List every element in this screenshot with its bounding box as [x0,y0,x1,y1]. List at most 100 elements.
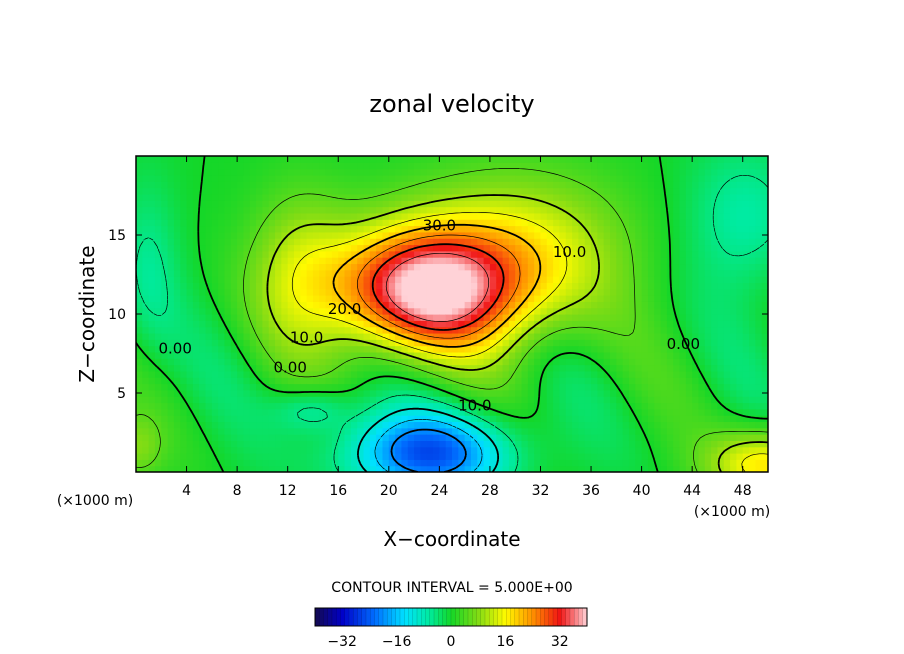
heatmap-cell [344,389,352,397]
heatmap-cell [224,358,232,366]
heatmap-cell [736,295,744,302]
heatmap-cell [319,326,327,334]
heatmap-cell [559,440,567,448]
heatmap-cell [243,320,251,328]
heatmap-cell [300,244,308,252]
heatmap-cell [692,345,700,353]
heatmap-cell [401,408,409,416]
heatmap-cell [723,383,731,391]
heatmap-cell [546,453,554,460]
heatmap-cell [647,257,655,265]
heatmap-cell [464,364,472,372]
heatmap-cell [319,396,327,404]
heatmap-cell [508,421,516,429]
heatmap-cell [578,402,586,410]
heatmap-cell [186,174,194,182]
heatmap-cell [218,238,226,246]
heatmap-cell [369,244,377,252]
heatmap-cell [325,244,333,252]
heatmap-cell [256,465,263,472]
heatmap-cell [641,257,649,265]
heatmap-cell [698,257,706,265]
heatmap-cell [515,181,523,189]
heatmap-cell [237,219,245,227]
heatmap-cell [414,269,421,277]
heatmap-cell [262,459,270,467]
heatmap-cell [426,200,434,208]
heatmap-cell [635,427,643,435]
heatmap-cell [685,282,693,290]
heatmap-cell [319,314,327,321]
heatmap-cell [344,408,352,416]
heatmap-cell [666,358,674,366]
heatmap-cell [256,459,263,467]
heatmap-cell [470,219,478,227]
heatmap-cell [534,288,542,296]
heatmap-cell [489,219,497,227]
heatmap-cell [306,263,314,271]
heatmap-cell [578,193,586,201]
heatmap-cell [256,238,263,246]
heatmap-cell [376,326,384,334]
heatmap-cell [654,307,662,315]
heatmap-cell [224,206,232,214]
heatmap-cell [496,244,504,252]
heatmap-cell [483,269,491,277]
heatmap-cell [742,389,750,397]
heatmap-cell [445,295,453,302]
heatmap-cell [616,162,624,170]
heatmap-cell [496,415,504,423]
heatmap-cell [350,339,358,347]
heatmap-cell [230,364,238,372]
heatmap-cell [534,314,542,321]
heatmap-cell [148,238,156,246]
heatmap-cell [515,408,523,416]
heatmap-cell [167,295,175,302]
heatmap-cell [312,174,320,182]
heatmap-cell [496,219,504,227]
heatmap-cell [546,263,554,271]
heatmap-cell [534,238,542,246]
heatmap-cell [698,295,706,302]
heatmap-cell [161,453,169,460]
heatmap-cell [237,276,245,283]
heatmap-cell [452,174,459,182]
heatmap-cell [211,434,219,441]
heatmap-cell [312,326,320,334]
heatmap-cell [420,174,428,182]
heatmap-cell [445,345,453,353]
heatmap-cell [275,408,282,416]
heatmap-cell [357,174,365,182]
heatmap-cell [660,168,668,176]
heatmap-cell [161,288,169,296]
heatmap-cell [338,225,346,233]
heatmap-cell [154,358,162,366]
heatmap-cell [496,320,504,328]
heatmap-cell [565,408,573,416]
heatmap-cell [521,370,529,378]
heatmap-cell [331,225,339,233]
heatmap-cell [502,370,510,378]
heatmap-cell [154,244,162,252]
heatmap-cell [736,408,744,416]
heatmap-cell [616,225,624,233]
heatmap-cell [692,244,700,252]
heatmap-cell [546,212,554,220]
heatmap-cell [268,225,276,233]
heatmap-cell [312,295,320,302]
heatmap-cell [186,168,194,176]
heatmap-cell [660,162,668,170]
heatmap-cell [167,269,175,277]
heatmap-cell [331,434,339,441]
heatmap-cell [192,370,200,378]
heatmap-cell [717,257,725,265]
heatmap-cell [376,446,384,454]
heatmap-cell [154,193,162,201]
heatmap-cell [717,307,725,315]
heatmap-cell [761,250,768,258]
heatmap-cell [603,383,611,391]
heatmap-cell [654,345,662,353]
heatmap-cell [275,219,282,227]
heatmap-cell [546,351,554,359]
heatmap-cell [192,181,200,189]
